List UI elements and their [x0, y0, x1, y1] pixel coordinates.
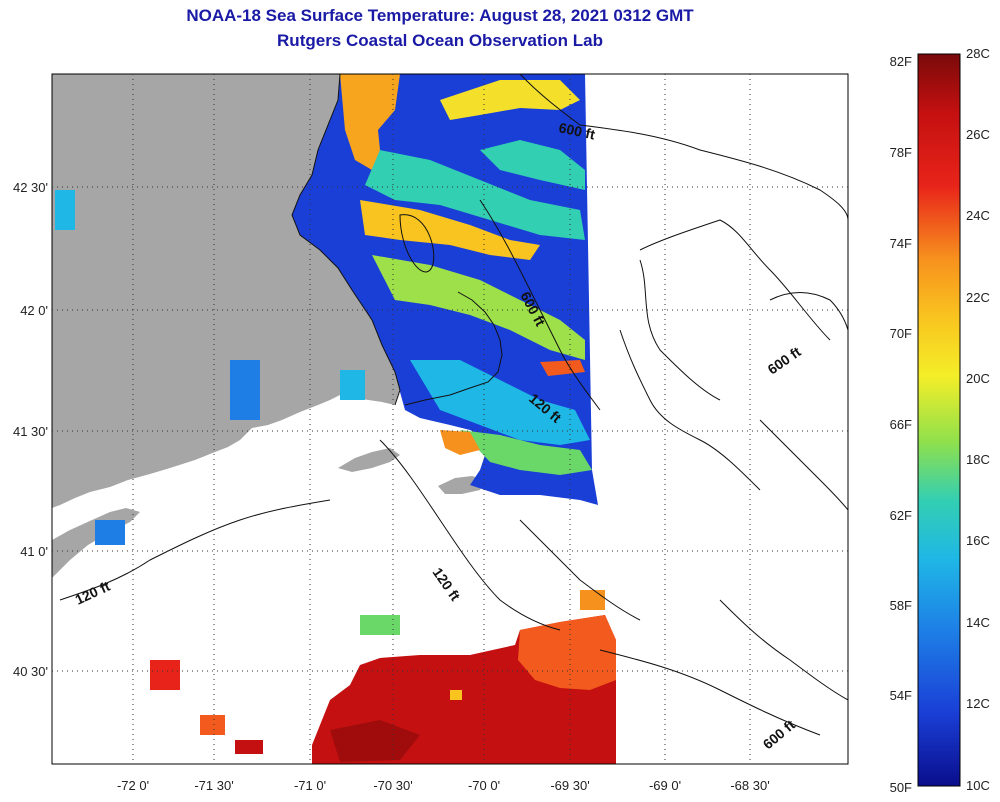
lat-label: 41 30' — [13, 424, 48, 439]
colorbar-fahrenheit-label: 62F — [890, 508, 912, 523]
sst-band-yellow-north — [440, 80, 580, 120]
sst-patch — [150, 660, 180, 690]
lon-label: -69 30' — [550, 778, 589, 793]
bathymetry-contours — [59, 74, 848, 736]
colorbar-celsius-label: 12C — [966, 696, 990, 711]
colorbar-celsius-label: 24C — [966, 208, 990, 223]
colorbar — [917, 53, 961, 787]
sst-patch — [230, 360, 260, 420]
map-subtitle: Rutgers Coastal Ocean Observation Lab — [277, 31, 603, 50]
colorbar-celsius-label: 20C — [966, 371, 990, 386]
sst-band-green-south — [460, 430, 592, 475]
sst-band-cyan-1 — [365, 150, 585, 240]
colorbar-celsius-label: 18C — [966, 452, 990, 467]
land-mainland — [52, 74, 400, 508]
sst-band-orange-coast — [340, 74, 400, 170]
sst-patch — [200, 715, 225, 735]
colorbar-celsius-label: 16C — [966, 533, 990, 548]
lon-label: -70 30' — [373, 778, 412, 793]
colorbar-celsius-label: 10C — [966, 778, 990, 793]
colorbar-celsius-label: 14C — [966, 615, 990, 630]
sst-patch — [450, 690, 462, 700]
colorbar-fahrenheit-label: 66F — [890, 417, 912, 432]
map-title: NOAA-18 Sea Surface Temperature: August … — [186, 6, 694, 25]
colorbar-fahrenheit-label: 74F — [890, 236, 912, 251]
contour-label: 120 ft — [73, 578, 113, 608]
contour-label: 600 ft — [765, 343, 804, 377]
contour-label: 600 ft — [760, 716, 799, 752]
lon-label: -72 0' — [117, 778, 149, 793]
lon-label: -71 30' — [194, 778, 233, 793]
colorbar-celsius-label: 26C — [966, 127, 990, 142]
colorbar-celsius-label: 22C — [966, 290, 990, 305]
sst-band-orange-south — [440, 430, 480, 455]
lat-label: 42 30' — [13, 180, 48, 195]
graticule — [52, 74, 848, 764]
colorbar-fahrenheit-label: 82F — [890, 54, 912, 69]
sst-patch — [95, 520, 125, 545]
lat-label: 40 30' — [13, 664, 48, 679]
lat-label: 41 0' — [20, 544, 48, 559]
lon-label: -69 0' — [649, 778, 681, 793]
contour-label: 600 ft — [557, 119, 596, 142]
sst-patch — [235, 740, 263, 754]
sst-band-dark-red — [330, 720, 420, 762]
sst-patch — [340, 370, 365, 400]
colorbar-celsius-label: 28C — [966, 46, 990, 61]
sst-patch — [580, 590, 605, 610]
colorbar-fahrenheit-label: 70F — [890, 326, 912, 341]
sst-band-cyan-south — [410, 360, 590, 445]
lat-label: 42 0' — [20, 303, 48, 318]
lon-label: -70 0' — [468, 778, 500, 793]
map-area: 600 ft 600 ft 600 ft 600 ft 120 ft 120 f… — [52, 74, 848, 764]
sst-band-teal-2 — [480, 140, 585, 190]
sst-patch — [360, 615, 400, 635]
colorbar-fahrenheit-label: 78F — [890, 145, 912, 160]
sst-band-green-1 — [372, 255, 585, 360]
lon-label: -68 30' — [730, 778, 769, 793]
land-marthas-vineyard — [338, 448, 400, 472]
colorbar-fahrenheit-label: 58F — [890, 598, 912, 613]
map-frame — [51, 73, 849, 765]
colorbar-fahrenheit-label: 50F — [890, 780, 912, 795]
contour-label: 120 ft — [430, 565, 464, 604]
lon-label: -71 0' — [294, 778, 326, 793]
sst-band-orange-east — [540, 360, 585, 376]
sst-patch — [55, 190, 75, 230]
colorbar-fahrenheit-label: 54F — [890, 688, 912, 703]
